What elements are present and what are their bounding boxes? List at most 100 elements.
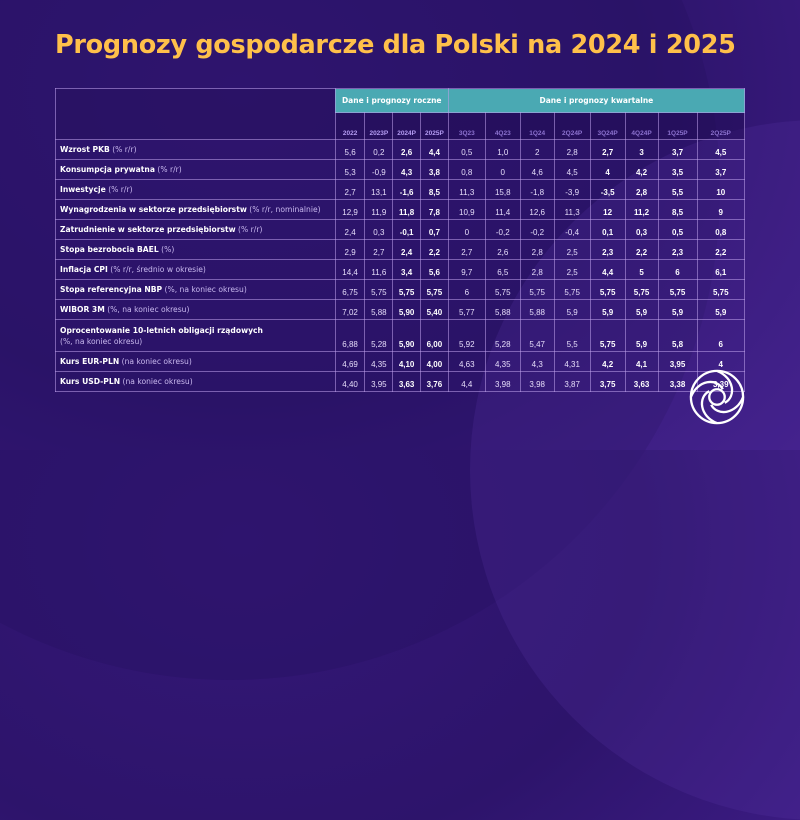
table-cell: 5,28 (484, 319, 521, 352)
table-row: Konsumpcja prywatna (% r/r) 5,3 -0,9 4,3 3,8… (55, 159, 746, 180)
table-cell: 5,90 (392, 299, 421, 320)
table-cell: 10 (696, 179, 746, 200)
table-cell: -0,1 (392, 219, 421, 240)
table-cell: 8,5 (419, 179, 449, 200)
table-cell: 4,00 (419, 351, 449, 372)
table-cell: -1,8 (519, 179, 555, 200)
table-cell: 5,75 (419, 279, 449, 300)
table-cell: 4,5 (553, 159, 591, 180)
table-cell: 2,9 (334, 239, 366, 260)
row-label: Stopa bezrobocia BAEL (%) (55, 239, 336, 260)
table-cell: 4 (589, 159, 626, 180)
table-row: Wzrost PKB (% r/r) 5,6 0,2 2,6 4,4 0,5 1,0 2 2,8… (55, 139, 746, 160)
indicator-unit: (% r/r, nominalnie) (249, 205, 321, 214)
table-cell: 5,6 (419, 259, 449, 280)
period-header: 2023P (364, 112, 394, 140)
table-cell: 4,2 (624, 159, 659, 180)
table-cell: -0,2 (519, 219, 555, 240)
table-cell: 8,5 (657, 199, 698, 220)
table-cell: 3,87 (553, 371, 591, 392)
table-cell: 12,9 (334, 199, 366, 220)
table-cell: 0 (484, 159, 521, 180)
table-cell: 5,47 (519, 319, 555, 352)
table-cell: 4,63 (447, 351, 486, 372)
table-cell: 11,8 (392, 199, 421, 220)
period-header-row: 2022 2023P 2024P 2025P 3Q23 4Q23 1Q24 2Q24P 3Q24… (56, 112, 746, 140)
table-cell: 2,8 (624, 179, 659, 200)
table-cell: 3,98 (484, 371, 521, 392)
forecast-table: Dane i prognozy roczne Dane i prognozy k… (55, 88, 746, 392)
table-cell: 4,1 (624, 351, 659, 372)
table-cell: 5,75 (589, 279, 626, 300)
indicator-name: Zatrudnienie w sektorze przedsiębiorstw (60, 225, 236, 234)
indicator-unit: (% r/r) (157, 165, 182, 174)
table-cell: 4,4 (447, 371, 486, 392)
table-cell: 2,7 (334, 179, 366, 200)
table-cell: 13,1 (364, 179, 394, 200)
table-cell: 7,02 (334, 299, 366, 320)
table-cell: 5,28 (364, 319, 394, 352)
table-cell: -0,9 (364, 159, 394, 180)
table-cell: 2,5 (553, 259, 591, 280)
table-cell: 2,4 (334, 219, 366, 240)
table-cell: 5,75 (519, 279, 555, 300)
indicator-unit: (% r/r) (108, 185, 133, 194)
table-cell: 2,2 (624, 239, 659, 260)
table-cell: 10,9 (447, 199, 486, 220)
table-cell: 4,3 (519, 351, 555, 372)
table-cell: 5,5 (657, 179, 698, 200)
table-row: Wynagrodzenia w sektorze przedsiębiorstw… (55, 199, 746, 220)
period-header: 4Q23 (484, 112, 521, 140)
table-cell: 6,88 (334, 319, 366, 352)
table-cell: 5,77 (447, 299, 486, 320)
period-header: 2025P (419, 112, 449, 140)
row-label: Inflacja CPI (% r/r, średnio w okresie) (55, 259, 336, 280)
indicator-name: Stopa referencyjna NBP (60, 285, 163, 294)
period-header: 3Q24P (589, 112, 626, 140)
table-row: Oprocentowanie 10-letnich obligacji rząd… (55, 319, 746, 352)
table-cell: 11,4 (484, 199, 521, 220)
table-row: Zatrudnienie w sektorze przedsiębiorstw … (55, 219, 746, 240)
table-cell: 5,3 (334, 159, 366, 180)
row-label: Oprocentowanie 10-letnich obligacji rząd… (55, 319, 336, 352)
table-cell: 4,3 (392, 159, 421, 180)
table-cell: 3,95 (364, 371, 394, 392)
table-cell: 4,2 (589, 351, 626, 372)
page-title: Prognozy gospodarcze dla Polski na 2024 … (55, 30, 736, 60)
table-cell: 6 (447, 279, 486, 300)
swirl-circle-logo-icon (689, 369, 745, 425)
period-header: 1Q25P (657, 112, 698, 140)
row-label: Kurs EUR-PLN (na koniec okresu) (55, 351, 336, 372)
table-cell: 1,0 (484, 139, 521, 160)
indicator-name: Wynagrodzenia w sektorze przedsiębiorstw (60, 205, 247, 214)
table-body: Wzrost PKB (% r/r) 5,6 0,2 2,6 4,4 0,5 1,0 2 2,8… (55, 139, 746, 392)
table-cell: 5,88 (364, 299, 394, 320)
table-row: WIBOR 3M (%, na koniec okresu) 7,02 5,88 5,… (55, 299, 746, 320)
table-cell: 2,7 (447, 239, 486, 260)
indicator-name: Stopa bezrobocia BAEL (60, 245, 159, 254)
table-cell: 5,90 (392, 319, 421, 352)
indicator-name: Oprocentowanie 10-letnich obligacji rząd… (60, 325, 263, 335)
row-label: Kurs USD-PLN (na koniec okresu) (55, 371, 336, 392)
table-cell: 5,9 (624, 319, 659, 352)
table-row: Inflacja CPI (% r/r, średnio w okresie) 1… (55, 259, 746, 280)
period-header: 2Q24P (553, 112, 591, 140)
table-cell: 4,10 (392, 351, 421, 372)
table-cell: 4,5 (696, 139, 746, 160)
table-cell: 4,35 (484, 351, 521, 372)
table-cell: 6,00 (419, 319, 449, 352)
table-cell: 5,6 (334, 139, 366, 160)
table-cell: 6,75 (334, 279, 366, 300)
table-cell: 5,75 (657, 279, 698, 300)
table-cell: 0,8 (447, 159, 486, 180)
row-label: Stopa referencyjna NBP (%, na koniec okr… (55, 279, 336, 300)
table-cell: 3 (624, 139, 659, 160)
table-cell: 0,8 (696, 219, 746, 240)
indicator-unit: (% r/r) (112, 145, 137, 154)
indicator-name: Kurs EUR-PLN (60, 357, 120, 366)
table-cell: 5,75 (484, 279, 521, 300)
table-cell: 12,6 (519, 199, 555, 220)
table-cell: 2,8 (553, 139, 591, 160)
table-cell: 5,9 (589, 299, 626, 320)
table-cell: 2,6 (484, 239, 521, 260)
